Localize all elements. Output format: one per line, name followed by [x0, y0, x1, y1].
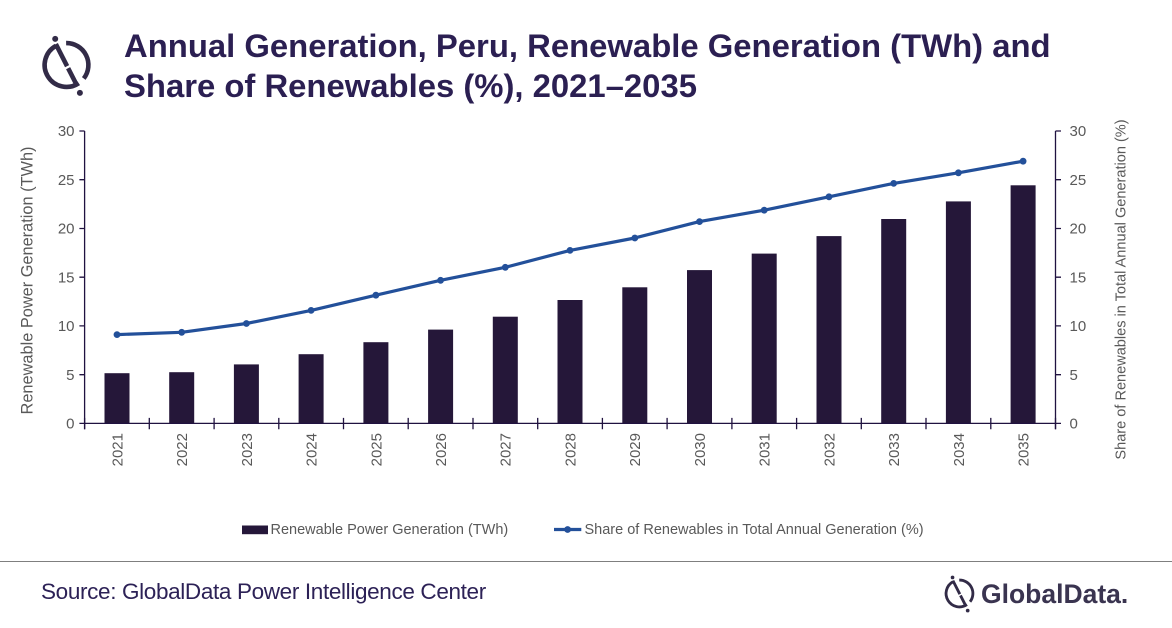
svg-text:2028: 2028 [562, 433, 579, 466]
svg-text:5: 5 [1070, 367, 1078, 384]
svg-text:25: 25 [58, 172, 75, 189]
svg-text:0: 0 [66, 416, 74, 433]
svg-text:Share of Renewables in Total A: Share of Renewables in Total Annual Gene… [585, 522, 924, 538]
svg-text:20: 20 [1070, 221, 1087, 238]
svg-text:2030: 2030 [692, 433, 709, 466]
svg-text:30: 30 [58, 123, 75, 140]
svg-text:5: 5 [66, 367, 74, 384]
svg-text:2033: 2033 [886, 433, 903, 466]
svg-text:2032: 2032 [821, 433, 838, 466]
svg-text:2034: 2034 [951, 433, 968, 466]
svg-text:30: 30 [1070, 123, 1087, 140]
svg-text:15: 15 [1070, 269, 1087, 286]
svg-text:10: 10 [58, 318, 75, 335]
svg-text:20: 20 [58, 221, 75, 238]
svg-text:Renewable Power Generation (TW: Renewable Power Generation (TWh) [19, 147, 37, 415]
svg-text:2024: 2024 [304, 433, 321, 466]
svg-text:2029: 2029 [627, 433, 644, 466]
svg-text:2026: 2026 [433, 433, 450, 466]
svg-text:10: 10 [1070, 318, 1087, 335]
svg-text:Share of Renewables in Total A: Share of Renewables in Total Annual Gene… [1114, 119, 1130, 459]
svg-text:2021: 2021 [109, 433, 126, 466]
svg-text:0: 0 [1070, 416, 1078, 433]
svg-text:2035: 2035 [1016, 433, 1033, 466]
svg-text:15: 15 [58, 269, 75, 286]
svg-text:Renewable Power Generation (TW: Renewable Power Generation (TWh) [271, 522, 509, 538]
svg-text:2027: 2027 [498, 433, 515, 466]
svg-text:2023: 2023 [239, 433, 256, 466]
svg-text:2025: 2025 [368, 433, 385, 466]
svg-text:2022: 2022 [174, 433, 191, 466]
svg-text:25: 25 [1070, 172, 1087, 189]
svg-text:2031: 2031 [757, 433, 774, 466]
